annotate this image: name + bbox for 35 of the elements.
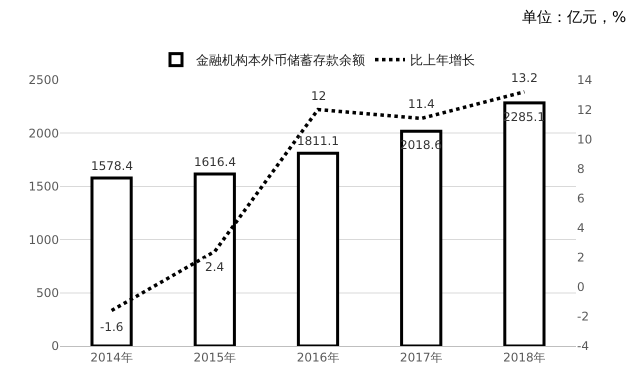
x-tick-label: 2018年	[503, 350, 546, 364]
data-label: 1616.4	[194, 155, 236, 169]
y-tick-label: 2000	[28, 126, 59, 140]
y2-tick-label: 6	[577, 191, 585, 206]
bar	[400, 130, 442, 346]
y2-tick-label: 10	[577, 132, 592, 146]
data-label: 11.4	[408, 97, 435, 111]
y2-tick-label: 4	[577, 220, 585, 235]
y-tick-label: 2500	[28, 73, 59, 88]
y-tick-label: 0	[51, 339, 59, 354]
y2-tick-label: -4	[577, 339, 589, 354]
legend-label: 金融机构本外币储蓄存款余额	[196, 54, 365, 69]
data-label: 2.4	[205, 260, 224, 274]
data-label: 13.2	[511, 71, 538, 85]
y2-tick-label: 2	[577, 250, 585, 265]
x-tick-label: 2014年	[90, 350, 133, 364]
y2-tick-label: 12	[577, 102, 592, 117]
y2-tick-label: -2	[577, 310, 589, 324]
x-tick-label: 2017年	[400, 350, 442, 364]
bar	[503, 101, 546, 346]
bar	[296, 152, 340, 346]
y-tick-label: 1000	[28, 232, 59, 247]
y-tick-label: 500	[36, 286, 59, 300]
y2-tick-label: 8	[577, 162, 585, 176]
y-tick-label: 1500	[28, 180, 59, 194]
x-tick-label: 2015年	[194, 350, 236, 364]
y2-tick-label: 0	[577, 280, 585, 294]
data-label: -1.6	[100, 320, 124, 334]
data-label: 1578.4	[91, 159, 133, 173]
y2-tick-label: 14	[577, 73, 592, 88]
legend-label: 比上年增长	[410, 54, 475, 69]
x-tick-label: 2016年	[296, 350, 340, 364]
data-label: 12	[311, 89, 326, 103]
data-label: 1811.1	[297, 134, 339, 148]
text: 单位：亿元，%	[522, 8, 626, 26]
